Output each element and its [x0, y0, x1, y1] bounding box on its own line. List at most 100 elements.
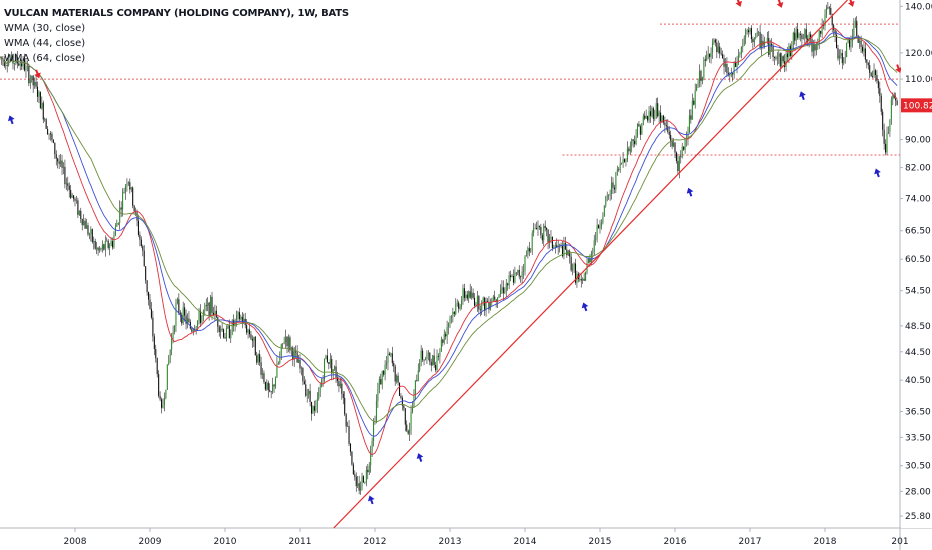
- candle-body: [732, 73, 734, 75]
- candle-body: [772, 46, 774, 58]
- candle-body: [660, 112, 662, 122]
- candle-body: [814, 44, 816, 51]
- candle-body: [598, 225, 600, 229]
- candle-body: [492, 296, 494, 302]
- candle-body: [495, 299, 497, 303]
- candle-body: [872, 76, 874, 78]
- time-tick-label: 2011: [289, 537, 312, 547]
- candle-body: [869, 65, 871, 73]
- candle-body: [649, 111, 652, 116]
- time-tick-label: 2017: [739, 537, 762, 547]
- candle-body: [97, 247, 99, 251]
- candle-body: [410, 412, 412, 430]
- candle-body: [429, 352, 431, 362]
- candle-body: [688, 115, 690, 133]
- candle-body: [874, 70, 877, 75]
- price-tick-label: 48.50: [905, 322, 931, 332]
- candle-body: [743, 37, 745, 46]
- candle-body: [851, 36, 853, 42]
- candle-body: [719, 46, 721, 54]
- candle-body: [642, 115, 644, 125]
- candle-body: [58, 161, 60, 164]
- candle-body: [15, 56, 17, 64]
- candle-body: [473, 297, 476, 306]
- candle-body: [756, 32, 758, 34]
- candle-body: [237, 312, 239, 316]
- candle-body: [673, 142, 675, 147]
- candle-body: [745, 30, 747, 38]
- candle-body: [225, 327, 227, 339]
- time-axis[interactable]: 2008 2009 2010 2011 2012 2013 2014 2015 2016 2017…: [64, 528, 909, 547]
- candle-body: [749, 28, 751, 33]
- candle-body: [684, 139, 686, 150]
- candle-body: [502, 287, 504, 294]
- legend-wma64[interactable]: WMA (64, close): [4, 53, 86, 64]
- candle-body: [424, 358, 427, 361]
- candle-body: [256, 355, 258, 363]
- candle-body: [60, 160, 62, 164]
- candle-body: [714, 39, 716, 43]
- candle-body: [850, 41, 852, 48]
- candle-body: [414, 380, 416, 395]
- candle-body: [241, 316, 243, 323]
- candle-body: [210, 296, 212, 316]
- candle-body: [400, 395, 402, 398]
- candle-body: [367, 469, 369, 473]
- candle-body: [541, 235, 543, 241]
- candle-body: [463, 288, 465, 298]
- candle-body: [335, 366, 337, 378]
- candle-body: [661, 115, 663, 122]
- candle-body: [84, 220, 86, 229]
- candle-body: [671, 140, 673, 147]
- candle-body: [332, 369, 334, 374]
- candle-body: [420, 350, 422, 363]
- candle-body: [863, 48, 865, 52]
- candle-body: [146, 280, 148, 292]
- candle-body: [704, 59, 706, 61]
- candle-body: [313, 406, 315, 411]
- candle-body: [827, 7, 829, 9]
- candle-body: [158, 374, 160, 396]
- candle-body: [179, 312, 181, 315]
- candle-body: [681, 146, 683, 158]
- candle-body: [737, 54, 740, 64]
- candle-body: [149, 299, 151, 309]
- candle-body: [498, 294, 500, 298]
- candle-body: [544, 225, 546, 229]
- candle-body: [98, 248, 101, 251]
- candle-body: [272, 384, 274, 392]
- candle-body: [619, 163, 621, 170]
- candle-body: [468, 291, 470, 299]
- candle-body: [31, 75, 33, 80]
- legend-wma44[interactable]: WMA (44, close): [4, 38, 86, 49]
- candle-body: [419, 362, 421, 371]
- candle-body: [520, 276, 522, 278]
- candle-body: [325, 355, 327, 359]
- candle-body: [378, 379, 380, 389]
- legend-wma30[interactable]: WMA (30, close): [4, 23, 86, 34]
- candle-body: [267, 382, 269, 391]
- candle-body: [175, 303, 177, 326]
- support-trendline: [333, 0, 848, 529]
- candle-body: [628, 148, 630, 152]
- arrow-up-icon: [686, 187, 694, 197]
- candle-body: [305, 384, 307, 396]
- price-axis[interactable]: 140.00120.00110.00100.0090.0082.0074.006…: [900, 0, 932, 528]
- candle-body: [740, 47, 742, 54]
- candle-body: [602, 216, 604, 223]
- candle-body: [373, 421, 375, 442]
- candle-body: [261, 373, 264, 375]
- candle-body: [510, 275, 512, 278]
- candle-body: [47, 128, 49, 135]
- candle-body: [61, 160, 63, 168]
- candle-body: [228, 325, 230, 339]
- candle-body: [812, 44, 815, 52]
- candle-body: [641, 124, 643, 135]
- candle-body: [670, 134, 672, 141]
- candle-body: [892, 94, 894, 100]
- candle-body: [446, 326, 448, 337]
- candle-body: [775, 57, 777, 59]
- candle-body: [339, 383, 341, 387]
- candle-body: [263, 373, 265, 382]
